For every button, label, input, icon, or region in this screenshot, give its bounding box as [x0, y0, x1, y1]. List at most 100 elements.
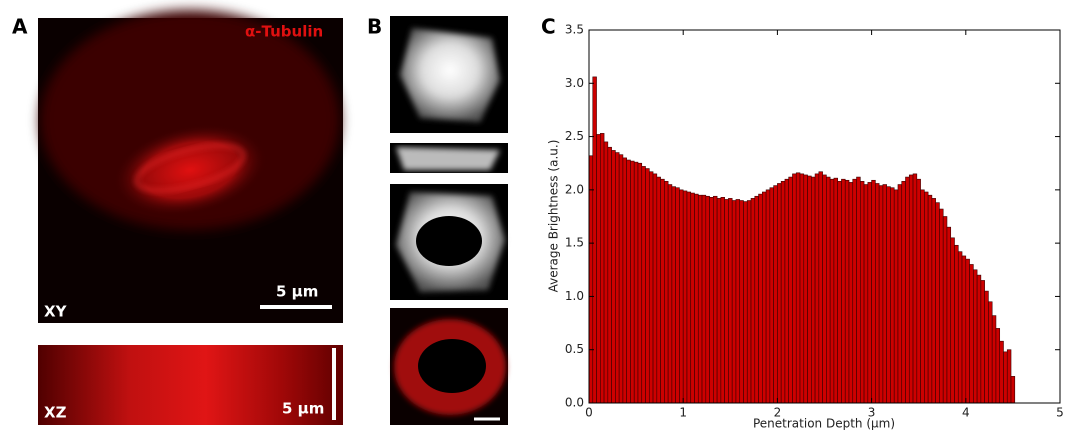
bar	[1010, 376, 1016, 404]
bar	[758, 193, 763, 404]
x-tick-label: 4	[962, 406, 970, 420]
view-label: XZ	[44, 404, 67, 422]
bar	[976, 274, 982, 404]
bar	[615, 152, 620, 404]
y-tick-label: 0.5	[565, 342, 584, 356]
bar	[908, 174, 914, 404]
bar	[988, 301, 993, 404]
bar	[871, 179, 876, 404]
bar	[611, 150, 616, 404]
bar	[984, 290, 989, 404]
bar	[882, 184, 887, 404]
bar	[686, 191, 692, 404]
bar	[833, 177, 838, 404]
bar	[826, 176, 831, 404]
bar	[811, 176, 816, 404]
bar	[961, 255, 967, 404]
bar	[795, 172, 801, 404]
bar	[656, 176, 661, 404]
bar	[724, 199, 729, 404]
bar	[916, 178, 921, 404]
bar	[713, 195, 718, 404]
bar	[841, 178, 846, 404]
bar	[818, 171, 823, 404]
bar	[633, 161, 639, 404]
bar	[780, 181, 786, 404]
bar	[694, 193, 699, 404]
bar	[660, 178, 665, 404]
bar	[596, 134, 601, 404]
bar	[588, 155, 594, 404]
bar	[893, 189, 899, 404]
bar	[829, 178, 835, 404]
bar	[954, 244, 959, 404]
panel-a-xz	[38, 345, 343, 425]
y-tick-label: 1.0	[565, 289, 584, 303]
bar	[645, 168, 650, 404]
panel-label: A	[12, 15, 28, 39]
bar	[852, 178, 857, 404]
y-tick-label: 1.5	[565, 236, 584, 250]
bar	[667, 184, 673, 404]
x-tick-label: 5	[1056, 406, 1064, 420]
bar	[682, 190, 688, 404]
bar	[622, 157, 627, 404]
bar	[942, 216, 948, 404]
bar	[814, 173, 820, 404]
x-tick-label: 2	[774, 406, 782, 420]
bar	[897, 184, 903, 404]
bar	[750, 198, 756, 404]
bar	[999, 340, 1004, 404]
bar	[890, 187, 895, 404]
scale-label: 5 μm	[282, 400, 324, 418]
y-tick-label: 2.5	[565, 129, 584, 143]
bar	[648, 171, 654, 404]
bar	[803, 174, 808, 404]
bar	[1003, 351, 1008, 404]
bar	[731, 200, 737, 404]
bar	[675, 187, 680, 404]
panel-label: B	[367, 15, 382, 39]
histogram-chart: 0.0 0.5 1.0 1.5 2.0 2.5 3.0 3.5 0 1 2 3 4 5	[565, 23, 1064, 420]
bar	[980, 280, 985, 404]
bar	[939, 208, 944, 404]
panel-a-xy	[38, 10, 343, 323]
bar	[867, 182, 872, 404]
bar	[788, 176, 793, 404]
bar	[592, 76, 597, 404]
bar	[728, 198, 733, 404]
bar	[743, 201, 748, 404]
bar	[973, 269, 978, 404]
bar	[863, 184, 869, 404]
bar	[754, 195, 759, 404]
bar	[716, 198, 722, 404]
bar	[705, 195, 710, 404]
bar	[856, 176, 861, 404]
bar	[618, 154, 624, 404]
bar	[931, 198, 936, 404]
bar	[1006, 349, 1012, 404]
channel-label: α-Tubulin	[245, 23, 323, 41]
bar	[799, 173, 805, 404]
bar	[671, 186, 676, 404]
bar	[652, 173, 658, 404]
bar	[637, 162, 643, 404]
bar	[878, 185, 884, 404]
bar	[905, 176, 910, 404]
x-axis-label: Penetration Depth (μm)	[753, 417, 895, 431]
bar	[950, 237, 955, 404]
bar	[969, 264, 974, 404]
x-tick-label: 3	[868, 406, 876, 420]
bar	[769, 187, 774, 404]
bar	[603, 141, 609, 404]
bar	[630, 160, 635, 404]
bar	[920, 189, 925, 404]
bar	[924, 191, 929, 404]
view-label: XY	[44, 303, 68, 321]
bar	[807, 175, 812, 404]
bar	[709, 197, 714, 404]
bar	[837, 181, 842, 404]
bar	[735, 199, 741, 404]
bar	[679, 189, 684, 404]
